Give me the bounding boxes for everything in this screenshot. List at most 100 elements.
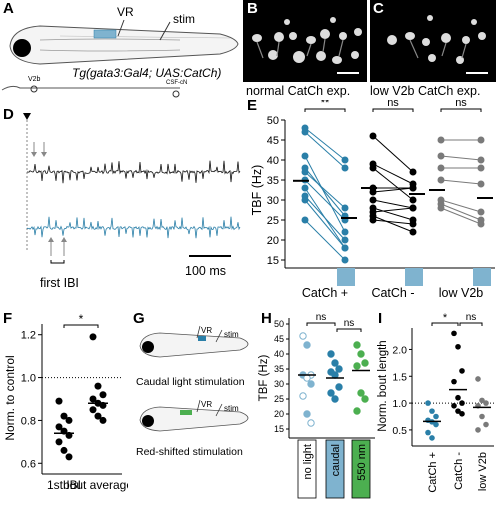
data-point — [369, 196, 377, 204]
data-point — [455, 394, 461, 401]
data-point — [307, 419, 315, 427]
panel-letter-h: H — [261, 310, 272, 327]
first-ibi-label: first IBI — [40, 276, 79, 290]
pair-line — [440, 155, 482, 161]
data-point — [483, 400, 489, 406]
y-tick-label: 45 — [274, 334, 284, 344]
label-vr: VR — [201, 326, 213, 335]
label-stim: stim — [173, 12, 195, 26]
data-point — [477, 180, 485, 188]
data-point — [477, 136, 485, 144]
caption-caudal-light: Caudal light stimulation — [136, 376, 245, 388]
y-axis-label: Norm. to control — [3, 355, 17, 440]
pair-line — [372, 187, 414, 193]
data-point — [89, 395, 97, 403]
scale-bar — [466, 72, 488, 74]
data-point — [475, 376, 481, 382]
x-tick-label: caudal — [330, 444, 342, 476]
pair-line — [304, 195, 346, 241]
data-point — [437, 136, 445, 144]
data-point — [451, 378, 457, 385]
data-point — [301, 196, 309, 204]
data-point — [301, 128, 309, 136]
data-point — [459, 411, 465, 417]
data-point — [341, 204, 349, 212]
significance-label: ns — [316, 312, 327, 323]
pair-line — [372, 163, 414, 185]
scale-bar — [337, 72, 359, 74]
data-point — [303, 341, 311, 349]
group-label: low V2b — [439, 286, 484, 300]
y-tick-label: 45 — [267, 135, 279, 147]
y-tick-label: 20 — [274, 409, 284, 419]
data-point — [60, 446, 68, 454]
condition-box — [325, 439, 345, 499]
larva-redshift-schematic — [139, 399, 249, 432]
data-point — [425, 429, 431, 436]
data-point — [94, 382, 102, 390]
y-tick-label: 25 — [274, 394, 284, 404]
y-tick-label: 15 — [267, 255, 279, 267]
data-point — [357, 389, 365, 397]
data-point — [331, 371, 339, 379]
data-point — [477, 156, 485, 164]
data-point — [429, 435, 435, 441]
data-point — [299, 392, 307, 400]
data-point — [451, 402, 457, 409]
data-point — [303, 410, 311, 418]
data-point — [477, 220, 485, 228]
group-label: CatCh + — [302, 286, 348, 300]
y-tick-label: 40 — [267, 155, 279, 167]
pair-line — [304, 155, 346, 233]
x-tick-label: CatCh - — [453, 452, 465, 490]
data-point — [89, 333, 97, 341]
label-vr: VR — [117, 5, 134, 19]
data-point — [455, 408, 461, 414]
data-point — [459, 368, 465, 374]
y-axis-label: TBF (Hz) — [250, 165, 264, 216]
label-v2b: V2b — [28, 76, 41, 83]
significance-label: ns — [344, 318, 355, 329]
y-tick-label: 50 — [274, 319, 284, 329]
data-point — [65, 453, 73, 461]
significance-label: ns — [455, 100, 467, 109]
trace-line — [27, 160, 241, 184]
pair-line — [304, 171, 346, 209]
data-point — [301, 216, 309, 224]
significance-bracket — [304, 108, 346, 112]
data-point — [477, 164, 485, 172]
data-point — [341, 256, 349, 264]
data-point — [369, 188, 377, 196]
data-point — [357, 350, 365, 358]
y-tick-label: 20 — [267, 235, 279, 247]
data-point — [341, 236, 349, 244]
data-point — [307, 380, 315, 388]
label-vr: VR — [201, 400, 213, 409]
data-point — [301, 152, 309, 160]
y-tick-label: 30 — [267, 195, 279, 207]
trace-stimulated — [26, 216, 241, 239]
y-axis-label: TBF (Hz) — [258, 355, 270, 402]
label-csf-cn: CSF-cN — [166, 80, 188, 86]
group-label: CatCh - — [371, 286, 414, 300]
pair-line — [304, 167, 346, 217]
y-tick-label: 0.5 — [392, 425, 407, 437]
larva-schematic — [1, 19, 239, 98]
caption-red-shifted: Red-shifted stimulation — [136, 446, 243, 458]
data-point — [437, 204, 445, 212]
pair-line — [372, 207, 414, 213]
data-point — [331, 395, 339, 403]
data-point — [409, 184, 417, 192]
data-point — [353, 407, 361, 415]
data-point — [335, 383, 343, 391]
pair-line — [372, 135, 414, 173]
pair-line — [372, 199, 414, 209]
data-point — [361, 359, 369, 367]
y-tick-label: 50 — [267, 115, 279, 127]
larva-caudal-schematic — [139, 325, 249, 358]
panel-letter-b: B — [247, 0, 258, 17]
data-point — [433, 413, 439, 420]
data-point — [301, 168, 309, 176]
micrograph-low-v2b — [370, 0, 496, 82]
pair-line — [372, 215, 414, 233]
